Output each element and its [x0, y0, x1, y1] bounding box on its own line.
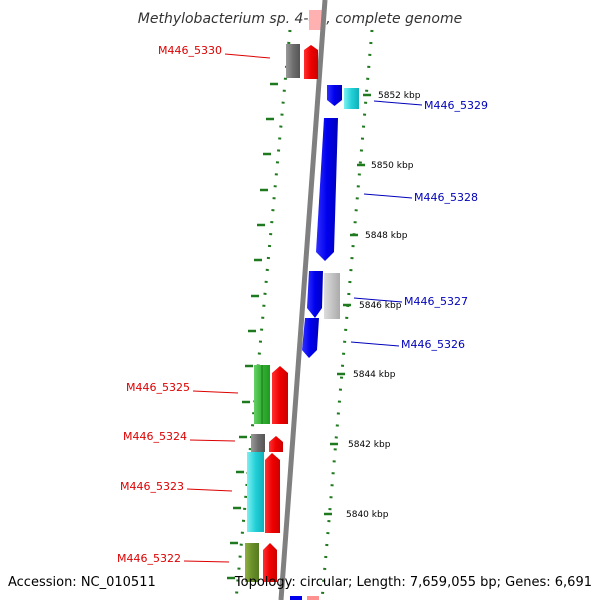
- gene-gray-small: [251, 434, 265, 452]
- gene-label-M446_5322: M446_5322: [117, 552, 181, 565]
- gene-M446_5327: [307, 271, 323, 318]
- kbp-label: 5846 kbp: [359, 301, 402, 311]
- accession-text: Accession: NC_010511: [8, 575, 156, 590]
- kbp-label: 5840 kbp: [346, 510, 389, 520]
- gene-partial-bottom-red: [307, 596, 319, 600]
- gene-M446_5326: [302, 318, 319, 358]
- kbp-label: 5852 kbp: [378, 91, 421, 101]
- genes-forward-strand: [290, 85, 359, 600]
- ruler-right-ticks: [324, 93, 371, 516]
- leader-lines-right: [350, 100, 423, 347]
- genome-backbone: [278, 0, 328, 600]
- gene-cyan-long: [247, 452, 264, 532]
- gene-label-M446_5329: M446_5329: [424, 99, 488, 112]
- gene-lightgray: [324, 273, 340, 319]
- kbp-label: 5850 kbp: [371, 161, 414, 171]
- gene-M446_5329: [344, 88, 359, 109]
- topology-text: Topology: circular; Length: 7,659,055 bp…: [234, 575, 592, 590]
- gene-gray: [286, 44, 300, 78]
- gene-partial-bottom-blue: [290, 596, 302, 600]
- gene-M446_5324: [269, 436, 283, 452]
- gene-label-M446_5326: M446_5326: [401, 338, 465, 351]
- gene-partial-top: [309, 10, 323, 30]
- gene-label-M446_5330: M446_5330: [158, 44, 222, 57]
- genes-reverse-strand: [245, 44, 318, 582]
- gene-label-M446_5325: M446_5325: [126, 381, 190, 394]
- gene-M446_5323: [265, 453, 280, 533]
- gene-M446_5328: [316, 118, 338, 261]
- kbp-label: 5842 kbp: [348, 440, 391, 450]
- gene-label-M446_5327: M446_5327: [404, 295, 468, 308]
- gene-olive: [245, 543, 259, 582]
- gene-label-M446_5324: M446_5324: [123, 430, 187, 443]
- map-title: Methylobacterium sp. 4-46, complete geno…: [138, 11, 462, 27]
- ruler-left-ticks: [227, 82, 278, 580]
- kbp-label: 5844 kbp: [353, 370, 396, 380]
- gene-M446_5330: [304, 45, 318, 79]
- gene-labels-left: M446_5330 M446_5325 M446_5324 M446_5323 …: [117, 44, 222, 565]
- gene-label-M446_5323: M446_5323: [120, 480, 184, 493]
- kbp-label: 5848 kbp: [365, 231, 408, 241]
- kbp-labels: 5852 kbp 5850 kbp 5848 kbp 5846 kbp 5844…: [346, 91, 421, 520]
- gene-label-M446_5328: M446_5328: [414, 191, 478, 204]
- gene-M446_5325: [272, 366, 288, 424]
- gene-labels-right: M446_5329 M446_5328 M446_5327 M446_5326: [401, 99, 488, 351]
- leader-lines-left: [183, 53, 271, 563]
- gene-M446_5322: [263, 543, 277, 582]
- gene-M446_5329-arrow: [327, 85, 342, 106]
